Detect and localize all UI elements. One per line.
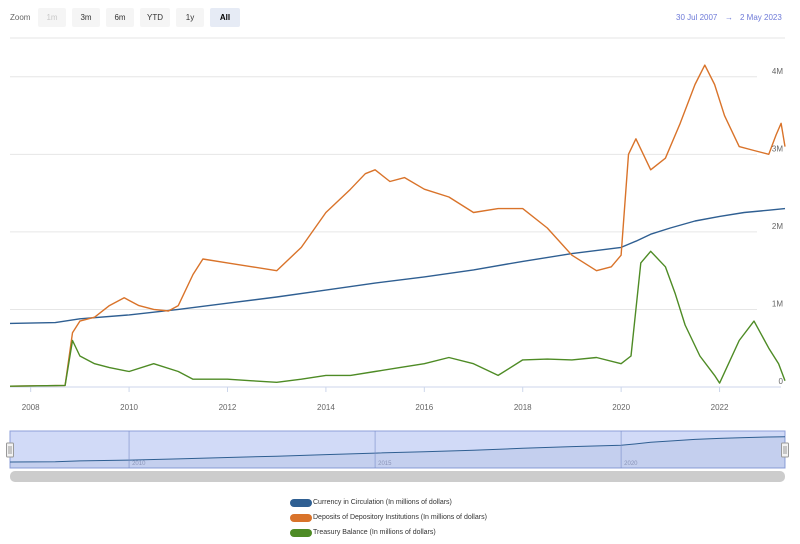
x-tick-label: 2010 <box>120 403 138 412</box>
series-line-deposits[interactable] <box>9 64 786 387</box>
y-tick-label: 3M <box>772 144 783 153</box>
x-tick-label: 2014 <box>317 403 335 412</box>
range-selector: Zoom 1m 3m 6m YTD 1y All 30 Jul 2007 → 2… <box>0 0 800 38</box>
range-to-input[interactable]: 2 May 2023 <box>740 13 782 22</box>
series-line-treasury[interactable] <box>9 250 786 387</box>
navigator-handle-left[interactable] <box>6 442 14 458</box>
x-tick-label: 2012 <box>219 403 237 412</box>
legend-swatch-treasury <box>290 529 312 537</box>
navigator-series-line <box>9 436 786 463</box>
zoom-1m-button[interactable]: 1m <box>38 8 66 27</box>
range-arrow: → <box>725 13 733 22</box>
legend-label-currency: Currency in Circulation (In millions of … <box>313 499 452 506</box>
zoom-label: Zoom <box>10 13 31 22</box>
legend-swatch-deposits <box>290 514 312 522</box>
x-tick-label: 2016 <box>415 403 433 412</box>
y-tick-label: 4M <box>772 67 783 76</box>
zoom-all-button[interactable]: All <box>210 8 240 27</box>
navigator-handle-right[interactable] <box>781 442 789 458</box>
zoom-1y-button[interactable]: 1y <box>176 8 204 27</box>
zoom-ytd-button[interactable]: YTD <box>140 8 170 27</box>
zoom-3m-button[interactable]: 3m <box>72 8 100 27</box>
navigator-tick-label: 2010 <box>132 461 146 467</box>
y-tick-label: 2M <box>772 222 783 231</box>
x-tick-label: 2008 <box>22 403 40 412</box>
x-tick-label: 2020 <box>612 403 630 412</box>
y-tick-label: 0 <box>779 377 784 386</box>
zoom-6m-button[interactable]: 6m <box>106 8 134 27</box>
range-from-input[interactable]: 30 Jul 2007 <box>676 13 718 22</box>
y-tick-label: 1M <box>772 299 783 308</box>
legend-label-treasury: Treasury Balance (In millions of dollars… <box>313 529 436 536</box>
legend-label-deposits: Deposits of Depository Institutions (In … <box>313 514 487 521</box>
navigator-tick-label: 2020 <box>624 461 638 467</box>
scrollbar-thumb[interactable] <box>10 471 785 482</box>
legend-swatch-currency <box>290 499 312 507</box>
navigator-series-area <box>10 436 785 468</box>
x-tick-label: 2018 <box>514 403 532 412</box>
x-tick-label: 2022 <box>711 403 729 412</box>
navigator-mask[interactable] <box>9 430 786 469</box>
navigator-tick-label: 2015 <box>378 461 392 467</box>
series-line-currency[interactable] <box>9 207 786 325</box>
